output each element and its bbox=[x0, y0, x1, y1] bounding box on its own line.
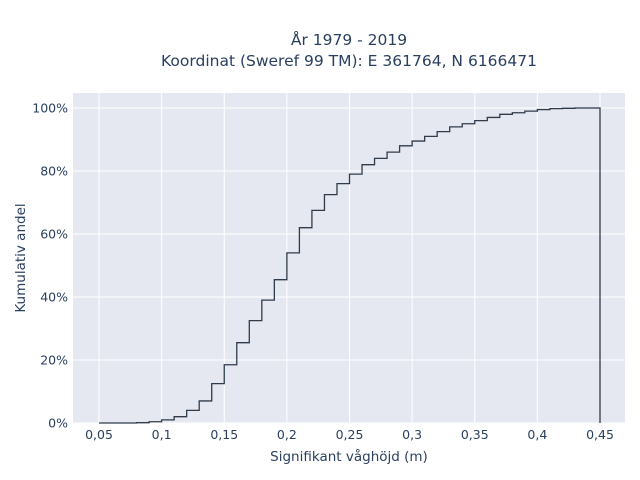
chart-title-line2: Koordinat (Sweref 99 TM): E 361764, N 61… bbox=[161, 52, 537, 70]
y-tick-label: 20% bbox=[40, 353, 68, 368]
x-tick-label: 0,3 bbox=[402, 427, 422, 442]
y-tick-label: 40% bbox=[40, 290, 68, 305]
y-tick-label: 60% bbox=[40, 227, 68, 242]
x-tick-labels: 0,05 0,1 0,15 0,2 0,25 0,3 0,35 0,4 0,45 bbox=[85, 427, 614, 442]
x-tick-label: 0,15 bbox=[210, 427, 238, 442]
x-tick-label: 0,4 bbox=[527, 427, 547, 442]
x-tick-label: 0,35 bbox=[461, 427, 489, 442]
y-tick-label: 80% bbox=[40, 164, 68, 179]
y-tick-labels: 0% 20% 40% 60% 80% 100% bbox=[32, 101, 68, 431]
y-tick-label: 100% bbox=[32, 101, 68, 116]
x-tick-label: 0,1 bbox=[152, 427, 172, 442]
y-tick-label: 0% bbox=[48, 416, 68, 431]
x-tick-label: 0,45 bbox=[586, 427, 614, 442]
x-tick-label: 0,25 bbox=[336, 427, 364, 442]
x-tick-label: 0,2 bbox=[277, 427, 297, 442]
chart-title-line1: År 1979 - 2019 bbox=[291, 30, 407, 49]
y-gridlines bbox=[73, 107, 625, 424]
x-axis-title: Signifikant våghöjd (m) bbox=[270, 448, 428, 465]
y-axis-title: Kumulativ andel bbox=[13, 203, 29, 312]
ecdf-step-line bbox=[99, 107, 601, 424]
x-tick-label: 0,05 bbox=[85, 427, 113, 442]
